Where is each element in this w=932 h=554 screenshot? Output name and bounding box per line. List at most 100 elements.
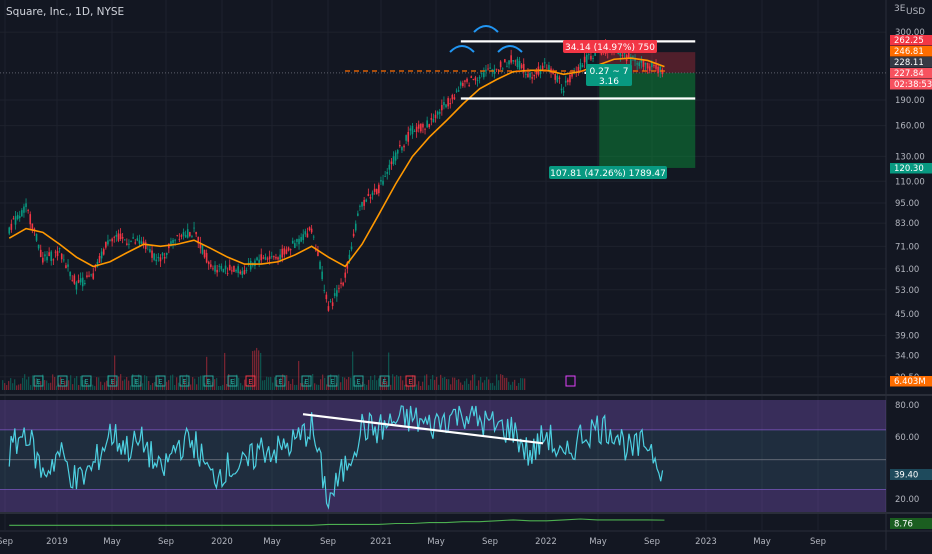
volume-bar <box>6 385 8 390</box>
volume-bar <box>336 383 338 390</box>
volume-bar <box>8 381 10 390</box>
volume-bar <box>108 375 110 390</box>
price-candle <box>413 131 416 132</box>
volume-bar <box>346 379 348 390</box>
volume-bar <box>100 381 102 390</box>
volume-bar <box>288 381 290 390</box>
volume-bar <box>222 384 224 390</box>
price-candle <box>275 256 277 259</box>
price-candle <box>348 254 351 260</box>
earnings-marker-box <box>327 375 338 387</box>
volume-bar <box>408 385 410 390</box>
volume-bar <box>124 379 126 390</box>
earnings-marker-box <box>155 375 166 387</box>
price-candle <box>224 265 227 270</box>
price-candle <box>254 260 256 266</box>
volume-bar <box>500 374 502 390</box>
volume-bar <box>344 377 346 390</box>
time-tick-label: May <box>753 537 771 547</box>
price-candle <box>92 273 95 279</box>
volume-bar <box>422 381 424 390</box>
price-candle <box>487 68 489 70</box>
price-badge: 02:38:53 <box>894 80 932 90</box>
target-zone <box>599 72 696 168</box>
volume-bar <box>348 376 350 390</box>
volume-bar <box>508 381 510 390</box>
price-candle <box>184 234 187 238</box>
volume-bar <box>444 376 446 390</box>
volume-bar <box>264 380 266 390</box>
price-badge-box <box>890 68 932 79</box>
volume-bar <box>510 384 512 390</box>
volume-bar <box>278 385 280 390</box>
price-tick-label: 39.00 <box>895 331 919 341</box>
price-candle <box>317 251 319 256</box>
volume-bar <box>14 379 16 390</box>
volume-bar <box>20 383 22 390</box>
volume-bar <box>486 376 488 390</box>
price-candle <box>512 60 515 62</box>
volume-bar <box>320 379 322 390</box>
price-candle <box>338 287 340 289</box>
price-badge: 120.30 <box>894 164 924 174</box>
volume-bar <box>128 380 130 390</box>
price-candle <box>98 255 101 263</box>
price-candle <box>369 197 372 199</box>
price-tick-label: 130.00 <box>895 152 925 162</box>
earnings-marker: E <box>230 378 234 386</box>
volume-bar <box>162 384 164 390</box>
target-label: 107.81 (47.26%) 1789.47 <box>550 169 666 179</box>
price-candle <box>630 56 632 65</box>
price-badge-box <box>890 163 932 174</box>
volume-bar <box>86 383 88 390</box>
price-candle <box>585 54 588 65</box>
price-candle <box>375 189 378 195</box>
volume-bar <box>122 380 124 390</box>
volume-bar <box>82 380 84 390</box>
price-candle <box>336 290 338 297</box>
price-candle <box>594 52 596 56</box>
price-candle <box>228 264 231 271</box>
price-candle <box>340 282 342 284</box>
price-candle <box>319 261 321 270</box>
volume-bar <box>218 385 220 390</box>
volume-bar <box>350 377 352 390</box>
price-candle <box>144 242 147 249</box>
price-candle <box>210 264 212 268</box>
time-tick-label: Sep <box>158 537 174 547</box>
symbol-title: Square, Inc., 1D, NYSE <box>6 6 125 18</box>
price-candle <box>212 268 214 270</box>
price-candle <box>552 71 554 74</box>
price-candle <box>308 227 311 231</box>
price-candle <box>268 256 271 259</box>
price-candle <box>300 237 302 242</box>
price-candle <box>285 249 288 254</box>
volume-bar <box>428 385 430 390</box>
price-candle <box>357 213 359 216</box>
price-candle <box>592 58 594 59</box>
price-candle <box>289 249 292 251</box>
price-candle <box>207 261 210 265</box>
price-candle <box>84 282 86 285</box>
volume-bar <box>284 383 286 390</box>
volume-bar <box>60 377 62 390</box>
volume-bar <box>524 378 526 390</box>
volume-bar <box>454 377 456 390</box>
price-candle <box>327 306 330 311</box>
price-candle <box>88 275 90 277</box>
price-candle <box>636 63 638 65</box>
earnings-marker-box <box>131 375 142 387</box>
volume-bar <box>44 380 46 390</box>
volume-bar <box>148 380 150 390</box>
time-tick-label: May <box>427 537 445 547</box>
volume-bar <box>186 374 188 390</box>
price-candle <box>415 126 418 132</box>
price-candle <box>531 77 533 79</box>
volume-bar <box>502 375 504 390</box>
settings-corner-icon[interactable]: 3E <box>894 4 906 14</box>
price-candle <box>409 128 412 131</box>
earnings-marker-box <box>275 375 286 387</box>
price-candle <box>235 269 237 272</box>
